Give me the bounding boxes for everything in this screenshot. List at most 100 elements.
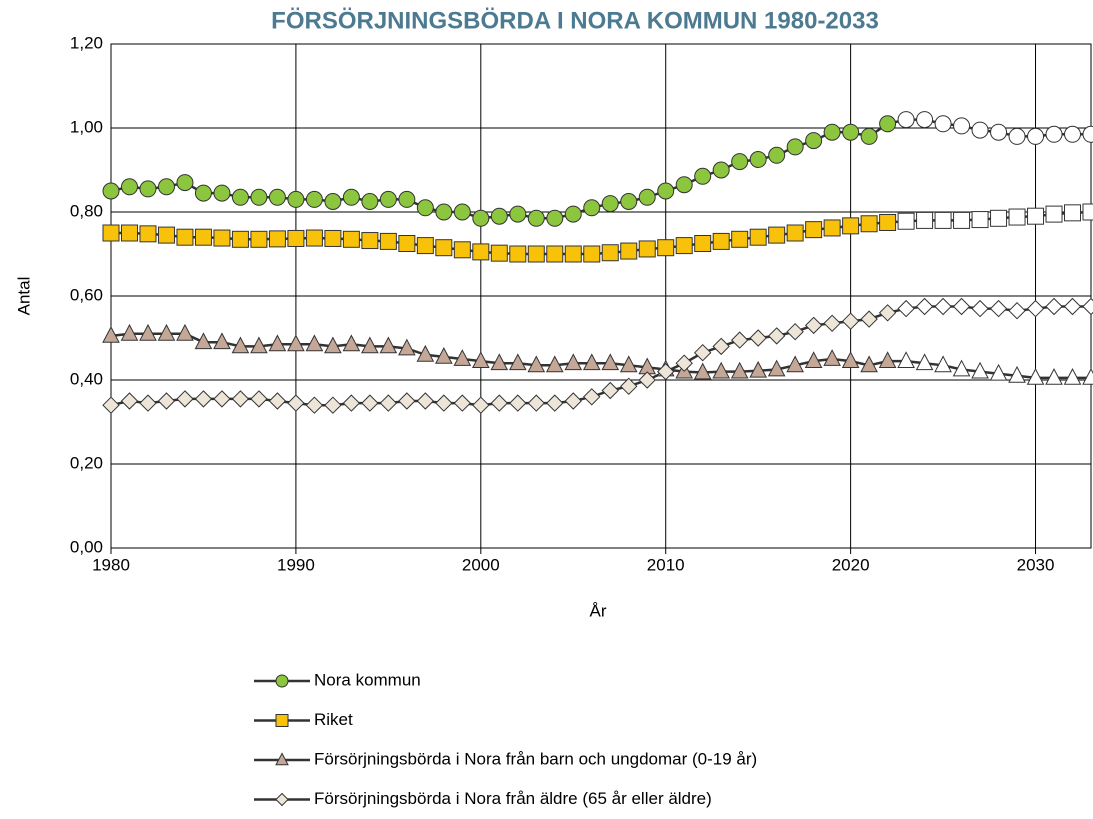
data-point — [1064, 204, 1082, 222]
data-point — [102, 224, 120, 242]
data-point — [527, 209, 545, 227]
data-point — [139, 180, 157, 198]
data-point — [730, 331, 749, 349]
data-point — [287, 229, 305, 247]
data-point — [953, 211, 971, 229]
data-point — [509, 245, 527, 263]
data-point — [583, 199, 601, 217]
data-point — [213, 390, 231, 408]
data-point — [268, 230, 286, 248]
data-point — [805, 132, 823, 150]
data-point — [305, 229, 323, 247]
data-point — [1082, 203, 1093, 221]
data-point — [878, 351, 897, 368]
data-point — [897, 351, 915, 368]
data-point — [416, 392, 435, 410]
data-point — [786, 322, 804, 341]
data-point — [416, 199, 434, 217]
y-tick-label: 0,80 — [70, 201, 103, 220]
data-point — [120, 178, 138, 196]
data-point — [601, 353, 620, 371]
data-point — [786, 355, 804, 373]
data-point — [157, 178, 175, 196]
data-point — [712, 337, 730, 356]
data-point — [583, 245, 601, 263]
data-point — [879, 214, 897, 231]
data-point — [213, 229, 231, 247]
data-point — [952, 359, 971, 377]
data-point — [194, 390, 213, 408]
data-point — [250, 230, 268, 248]
data-point — [564, 205, 582, 223]
data-point — [361, 336, 379, 354]
data-point — [712, 232, 730, 250]
data-point — [287, 394, 305, 412]
data-point — [139, 225, 157, 243]
data-point — [620, 242, 638, 260]
data-point — [324, 396, 342, 414]
data-point — [916, 211, 934, 229]
data-point — [176, 390, 194, 408]
data-point — [545, 355, 564, 373]
data-point — [638, 371, 656, 389]
data-point — [620, 193, 638, 210]
data-point — [527, 394, 545, 412]
data-point — [601, 381, 619, 400]
data-point — [157, 226, 175, 244]
data-point — [823, 349, 841, 366]
data-point — [453, 394, 472, 412]
data-point — [1045, 125, 1063, 143]
y-tick-label: 0,20 — [70, 453, 103, 472]
data-point — [231, 188, 249, 206]
plot-border — [110, 43, 1092, 549]
data-point — [971, 121, 989, 139]
data-point — [139, 394, 157, 412]
data-point — [102, 396, 120, 414]
data-point — [971, 361, 989, 379]
data-point — [823, 314, 841, 333]
data-point — [490, 353, 509, 371]
data-point — [583, 388, 601, 406]
data-point — [657, 182, 675, 200]
data-point — [1082, 368, 1093, 385]
data-point — [1045, 297, 1063, 316]
y-tick-label: 1,00 — [70, 117, 103, 136]
data-point — [1063, 297, 1082, 316]
x-tick-label: 2010 — [647, 555, 685, 574]
data-point — [638, 188, 656, 206]
data-point — [694, 167, 712, 185]
data-point — [324, 193, 342, 210]
data-point — [749, 329, 767, 347]
data-point — [638, 240, 656, 258]
data-point — [731, 153, 749, 171]
data-point — [1027, 207, 1045, 225]
data-point — [1026, 368, 1045, 385]
data-point — [213, 332, 231, 350]
data-point — [453, 241, 471, 259]
data-point — [250, 188, 268, 206]
data-point — [324, 229, 342, 247]
data-point — [102, 326, 120, 343]
data-point — [860, 310, 878, 328]
data-point — [194, 228, 212, 246]
data-point — [342, 334, 361, 352]
data-point — [990, 209, 1008, 227]
data-point — [768, 146, 786, 164]
data-point — [527, 245, 545, 263]
data-point — [786, 224, 804, 242]
data-point — [915, 297, 934, 316]
data-point — [730, 361, 749, 379]
data-point — [953, 117, 971, 135]
data-point — [379, 336, 398, 354]
data-point — [157, 392, 176, 410]
data-point — [675, 354, 693, 372]
data-point — [176, 174, 194, 192]
data-point — [435, 347, 453, 364]
data-point — [176, 228, 194, 246]
data-point — [361, 193, 379, 210]
data-point — [435, 203, 453, 221]
legend-label: Riket — [314, 710, 353, 729]
data-point — [767, 359, 786, 377]
data-point — [693, 362, 712, 380]
